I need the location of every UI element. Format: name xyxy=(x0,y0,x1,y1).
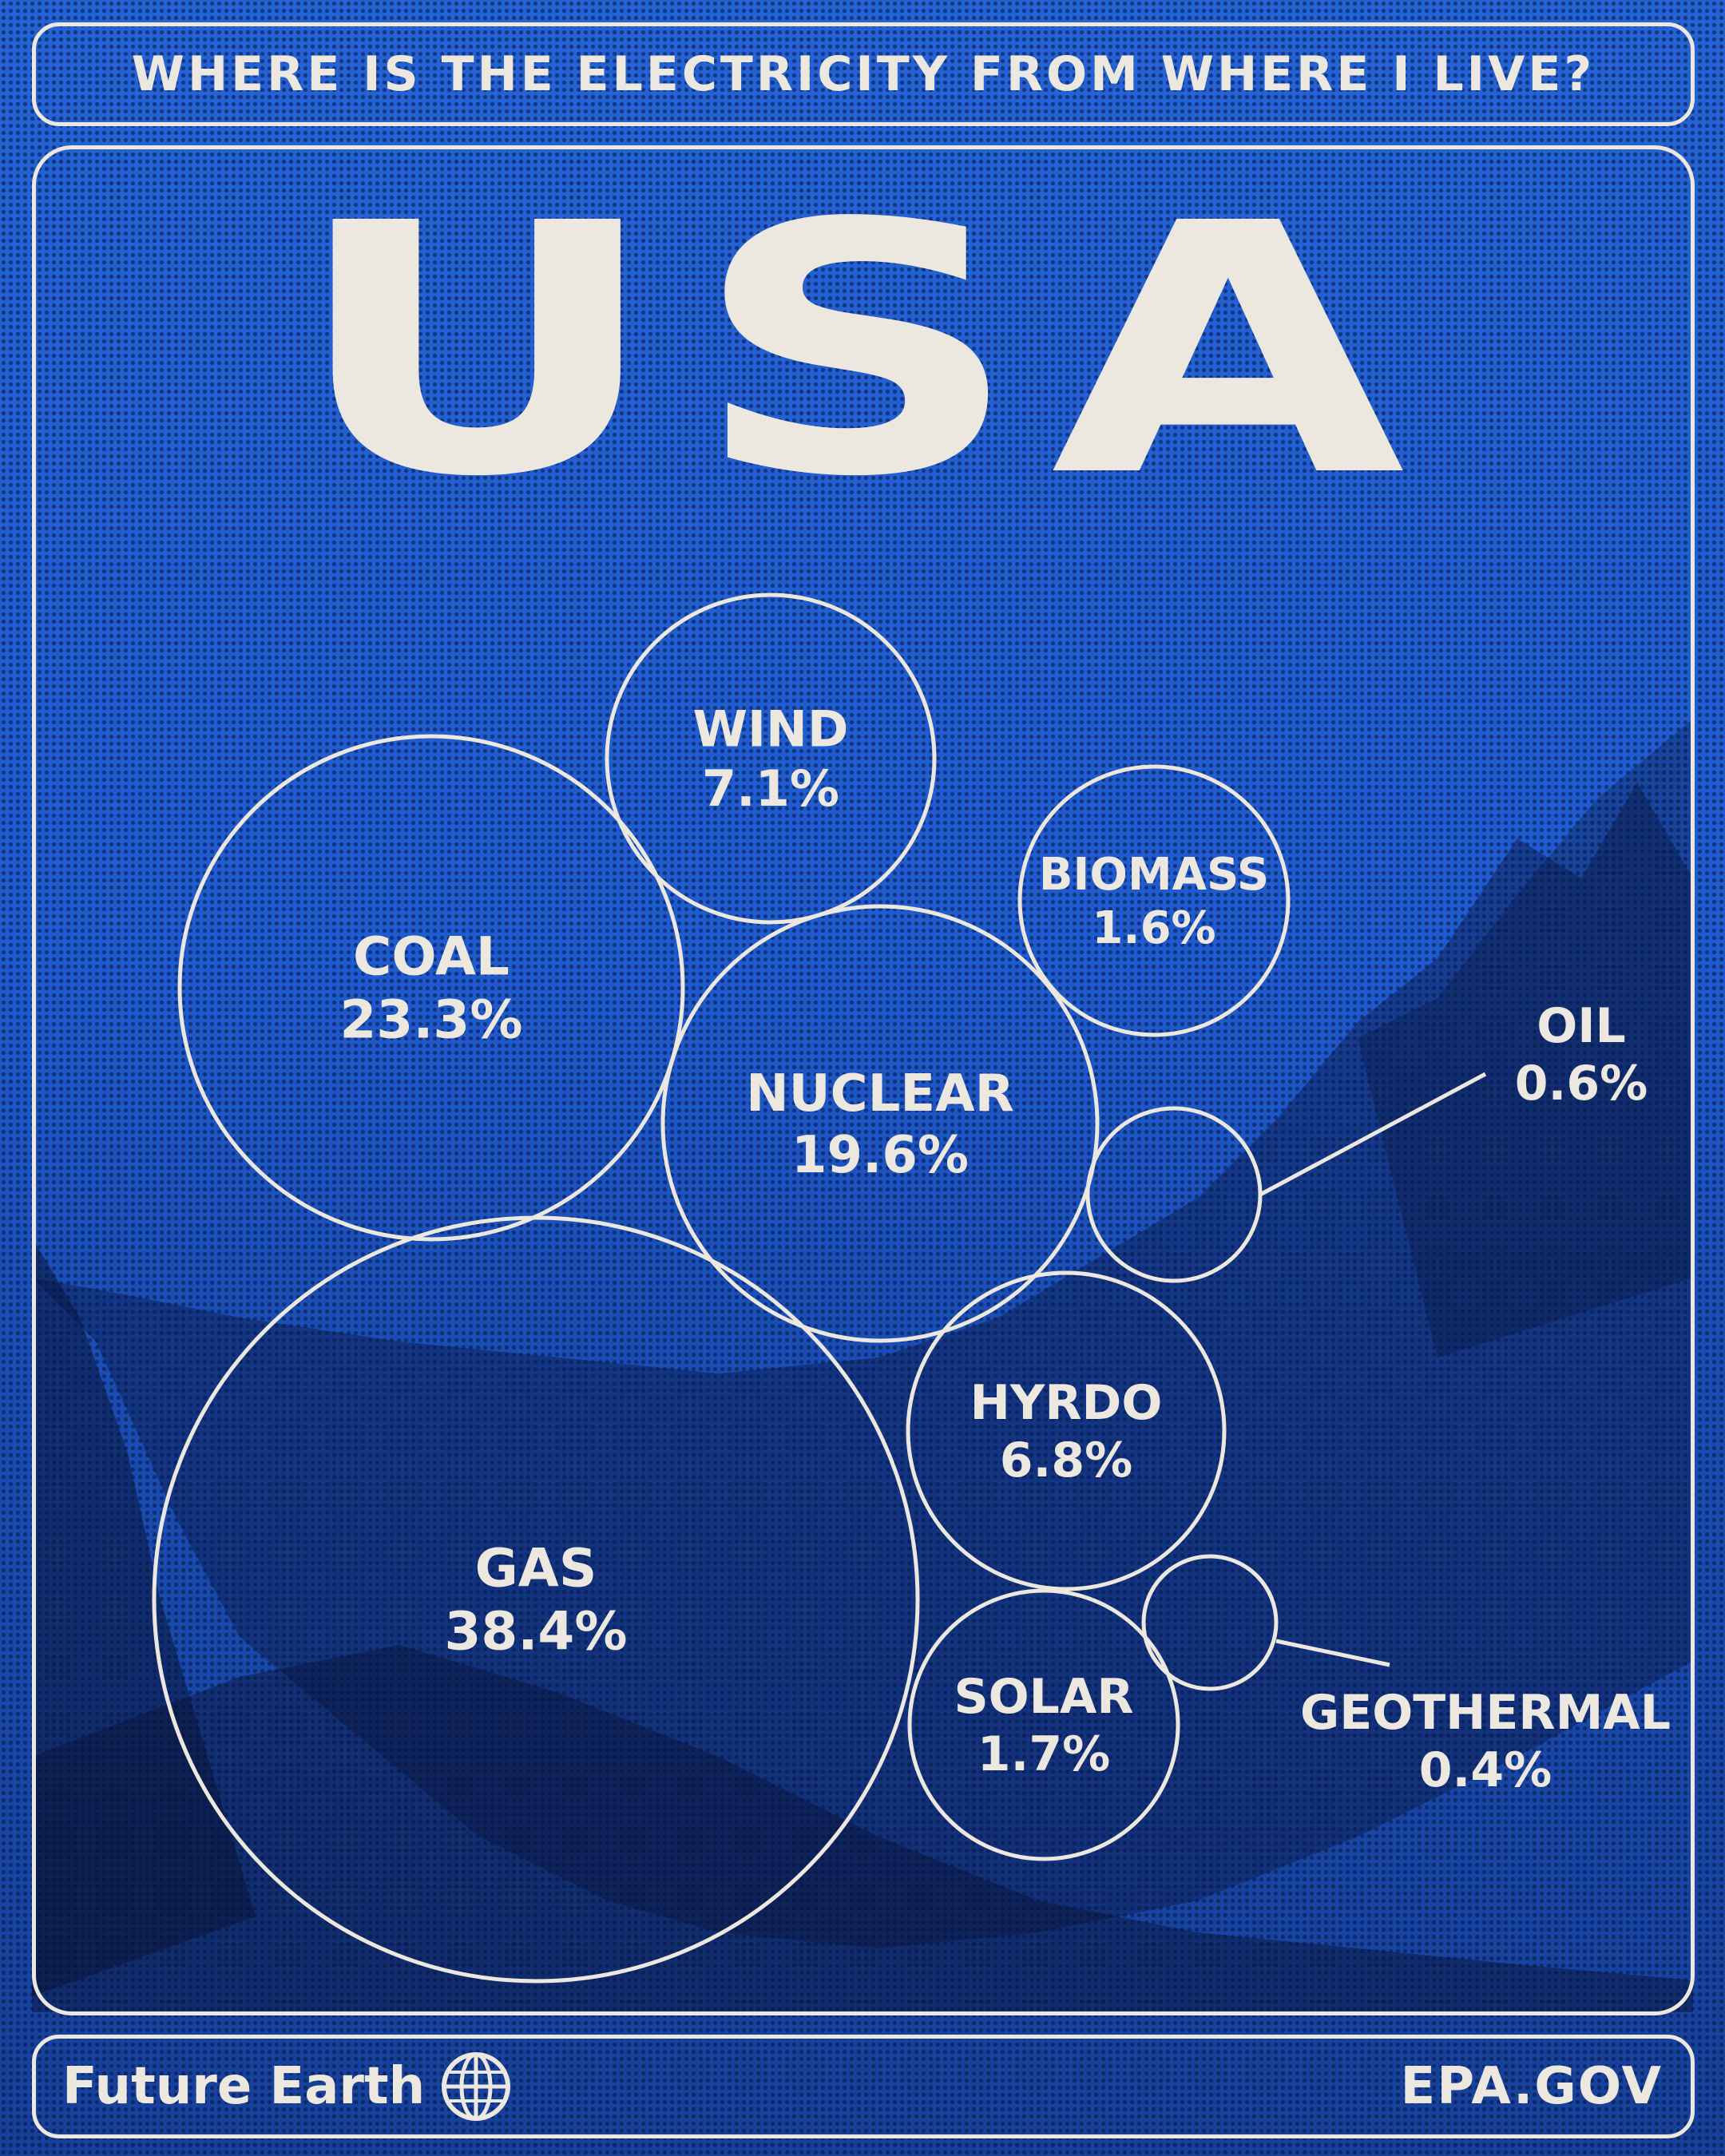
bubble-nuclear xyxy=(660,904,1100,1343)
leader-line-geothermal xyxy=(1275,1639,1390,1667)
bubble-value-oil: 0.6% xyxy=(1515,1056,1648,1112)
bubble-value-nuclear: 19.6% xyxy=(791,1126,969,1185)
globe-icon xyxy=(442,2052,511,2121)
bubble-wind xyxy=(605,593,937,925)
leader-line-oil xyxy=(1259,1072,1487,1197)
bubble-geothermal xyxy=(1141,1554,1279,1691)
bubble-solar xyxy=(907,1588,1180,1861)
bubble-hyrdo xyxy=(906,1270,1227,1591)
country-title: USA xyxy=(290,149,1435,553)
footer-brand: Future Earth xyxy=(62,2035,513,2138)
bubble-label-nuclear: NUCLEAR xyxy=(746,1064,1014,1124)
header-frame xyxy=(32,22,1695,126)
bubble-biomass xyxy=(1017,764,1291,1037)
main-frame xyxy=(32,145,1695,2015)
bubble-label-wind: WIND xyxy=(693,700,849,759)
bubble-value-gas: 38.4% xyxy=(445,1601,628,1663)
bubble-gas xyxy=(152,1215,920,1984)
bubble-label-gas: GAS xyxy=(475,1538,597,1599)
bubble-oil xyxy=(1085,1106,1263,1283)
bubble-label-oil: OIL xyxy=(1537,998,1626,1054)
bubble-value-biomass: 1.6% xyxy=(1092,902,1215,954)
brand-name: Future Earth xyxy=(62,2057,426,2116)
headline-question: WHERE IS THE ELECTRICITY FROM WHERE I LI… xyxy=(131,46,1596,102)
bubble-value-coal: 23.3% xyxy=(340,989,523,1051)
bubble-value-geothermal: 0.4% xyxy=(1419,1742,1552,1798)
footer-frame xyxy=(32,2035,1695,2138)
bubble-value-wind: 7.1% xyxy=(702,759,839,818)
bubble-label-coal: COAL xyxy=(353,926,510,988)
bubble-value-solar: 1.7% xyxy=(978,1726,1110,1782)
bubble-value-hyrdo: 6.8% xyxy=(1000,1433,1132,1488)
bubble-coal xyxy=(177,734,685,1242)
bubble-label-biomass: BIOMASS xyxy=(1039,849,1269,901)
bubble-label-hyrdo: HYRDO xyxy=(970,1375,1163,1431)
source-label: EPA.GOV xyxy=(1400,2057,1663,2116)
bubble-label-solar: SOLAR xyxy=(954,1669,1133,1725)
bubble-label-geothermal: GEOTHERMAL xyxy=(1300,1685,1671,1741)
